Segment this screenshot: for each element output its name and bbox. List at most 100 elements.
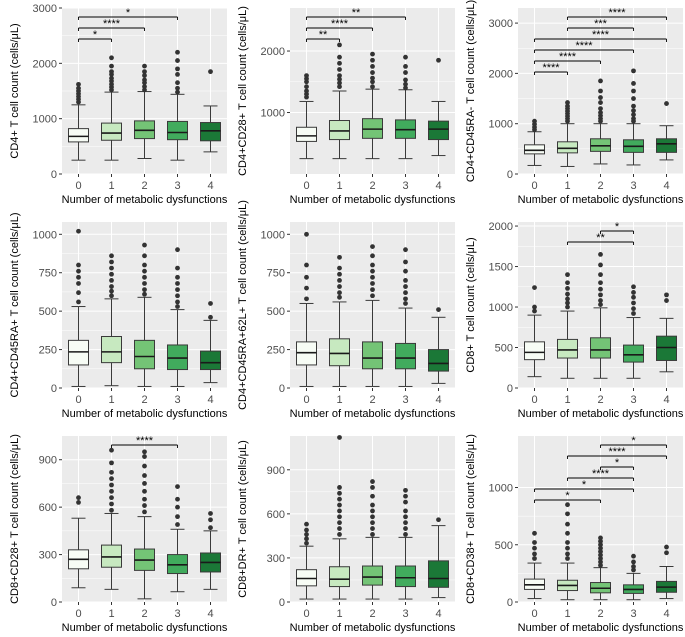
outlier-point [403, 520, 408, 526]
box-body [329, 338, 350, 367]
x-tick-label: 4 [663, 608, 669, 620]
outlier-point [436, 517, 441, 523]
x-tick-label: 4 [207, 608, 213, 620]
outlier-point [76, 500, 81, 505]
outlier-point [109, 81, 114, 87]
box-1 [101, 253, 122, 387]
outlier-point [370, 520, 375, 526]
outlier-point [304, 285, 309, 291]
outlier-point [565, 100, 570, 105]
y-tick-label: 300 [39, 550, 57, 562]
box-1 [557, 502, 578, 601]
outlier-point [370, 57, 375, 63]
outlier-point [109, 278, 114, 283]
outlier-point [565, 296, 570, 302]
panel-4: 0 250 500 750 1000 0 1 2 3 4 Number of metabolic d… [9, 212, 228, 420]
box-1 [329, 42, 350, 160]
x-tick-label: 2 [369, 608, 375, 620]
outlier-point [403, 85, 408, 91]
outlier-point [337, 490, 342, 496]
y-tick-label: 1000 [261, 229, 285, 241]
box-4 [428, 57, 449, 157]
outlier-point [565, 530, 570, 536]
box-0 [524, 118, 545, 166]
x-tick-label: 3 [630, 608, 636, 620]
outlier-point [403, 268, 408, 274]
outlier-point [76, 81, 81, 87]
outlier-point [337, 435, 342, 440]
x-tick-label: 1 [336, 180, 342, 192]
outlier-point [175, 265, 180, 271]
box-0 [68, 228, 89, 387]
x-tick-label: 3 [174, 180, 180, 192]
outlier-point [631, 103, 636, 109]
outlier-point [109, 482, 114, 488]
box-3 [167, 247, 188, 387]
outlier-point [565, 511, 570, 517]
outlier-point [631, 96, 636, 101]
x-tick-label: 1 [336, 608, 342, 620]
outlier-point [142, 503, 147, 508]
y-tick-label: 500 [267, 306, 285, 318]
outlier-point [337, 73, 342, 79]
significance-label: * [93, 29, 98, 41]
box-body [395, 342, 416, 370]
x-tick-label: 4 [207, 180, 213, 192]
x-tick-label: 2 [597, 608, 603, 620]
outlier-point [337, 520, 342, 526]
outlier-point [142, 287, 147, 293]
outlier-point [370, 274, 375, 280]
panel-7: 0 300 600 900 **** 0 1 2 3 4 Number of metabolic d… [9, 434, 228, 634]
outlier-point [175, 80, 180, 86]
x-axis-title: Number of metabolic dysfunctions [62, 622, 228, 634]
significance-bracket: * [534, 479, 634, 492]
outlier-point [337, 76, 342, 82]
significance-label: **** [592, 29, 610, 41]
box-body [101, 122, 122, 141]
x-tick-label: 1 [108, 608, 114, 620]
outlier-point [337, 532, 342, 537]
outlier-point [664, 292, 669, 298]
box-4 [200, 69, 221, 153]
outlier-point [565, 556, 570, 561]
significance-bracket: **** [567, 468, 634, 481]
outlier-point [208, 314, 213, 320]
outlier-point [532, 545, 537, 551]
outlier-point [370, 293, 375, 299]
x-tick-label: 3 [174, 608, 180, 620]
outlier-point [337, 271, 342, 277]
outlier-point [403, 532, 408, 537]
outlier-point [631, 88, 636, 94]
box-body [200, 122, 221, 142]
box-0 [524, 530, 545, 600]
x-tick-label: 0 [75, 180, 81, 192]
outlier-point [403, 54, 408, 60]
outlier-point [109, 284, 114, 289]
outlier-point [631, 300, 636, 306]
outlier-point [142, 87, 147, 93]
outlier-point [337, 278, 342, 283]
outlier-point [598, 251, 603, 257]
significance-label: ** [319, 29, 328, 41]
box-1 [101, 55, 122, 161]
box-1 [329, 254, 350, 387]
outlier-point [565, 291, 570, 297]
x-tick-label: 4 [435, 608, 441, 620]
outlier-point [565, 272, 570, 278]
outlier-point [142, 262, 147, 268]
outlier-point [109, 476, 114, 482]
outlier-point [631, 284, 636, 290]
y-tick-label: 2000 [261, 46, 285, 58]
outlier-point [208, 511, 213, 516]
significance-bracket: ** [306, 29, 340, 42]
y-tick-label: 0 [507, 597, 513, 609]
outlier-point [598, 562, 603, 568]
box-0 [296, 231, 317, 387]
x-tick-label: 4 [663, 394, 669, 406]
x-tick-label: 0 [75, 608, 81, 620]
y-tick-label: 900 [39, 455, 57, 467]
significance-bracket: * [78, 7, 178, 20]
outlier-point [175, 304, 180, 309]
outlier-point [565, 545, 570, 551]
